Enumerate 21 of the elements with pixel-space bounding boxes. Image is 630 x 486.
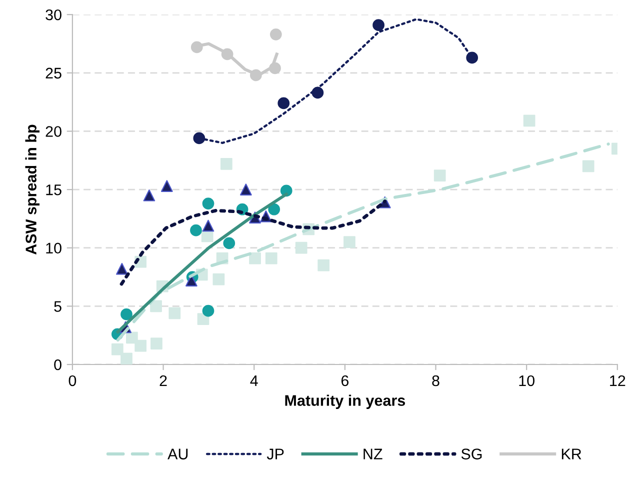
legend-label: AU <box>168 448 188 460</box>
legend-label: NZ <box>364 448 382 460</box>
y-tick-label: 30 <box>46 9 62 20</box>
x-tick-label: 10 <box>519 375 534 386</box>
y-tick-label: 15 <box>46 184 62 196</box>
y-tick-label: 0 <box>54 359 62 370</box>
legend-label: KR <box>562 448 582 460</box>
x-tick-label: 4 <box>250 375 258 386</box>
x-axis-title: Maturity in years <box>285 394 406 409</box>
x-tick-label: 8 <box>432 375 440 386</box>
y-tick-label: 10 <box>46 242 62 254</box>
x-tick-label: 2 <box>160 375 167 386</box>
x-tick-label: 12 <box>610 375 626 386</box>
y-tick-label: 20 <box>46 126 62 137</box>
y-tick-label: 5 <box>54 301 62 312</box>
legend-label: JP <box>266 448 284 460</box>
legend-label: SG <box>461 448 482 460</box>
x-tick-label: 6 <box>341 375 348 386</box>
x-tick-label: 0 <box>68 375 76 386</box>
y-tick-label: 25 <box>46 68 62 79</box>
y-axis-title: ASW spread in bp <box>25 124 40 255</box>
